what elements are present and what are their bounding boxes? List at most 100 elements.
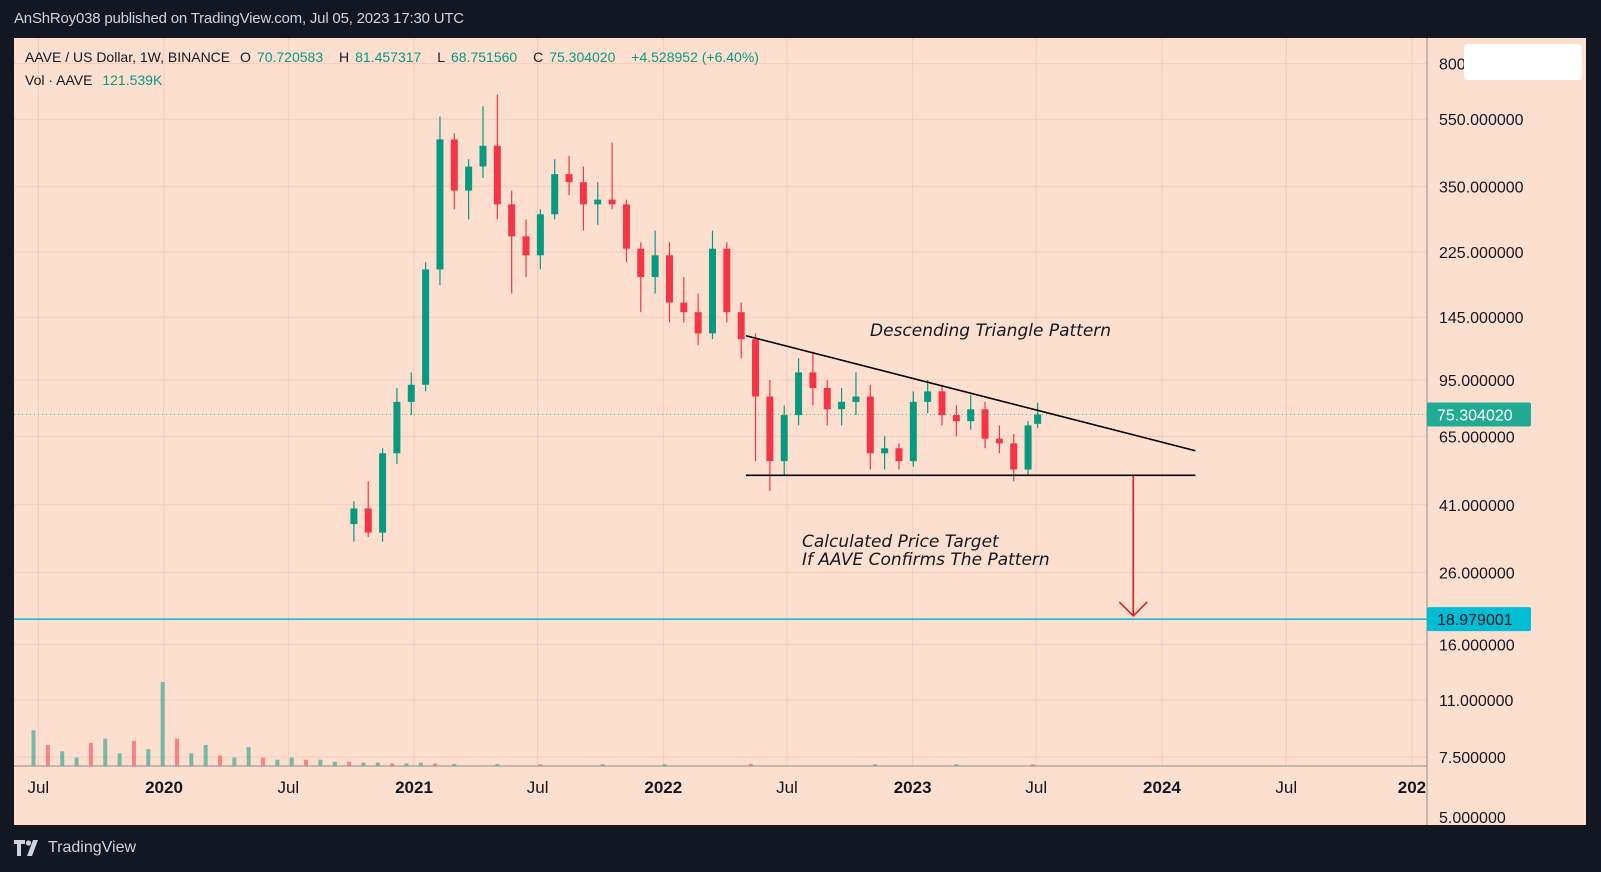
target-price-badge: 18.979001 bbox=[1437, 612, 1513, 629]
candle-body bbox=[637, 248, 645, 278]
volume-bar bbox=[361, 762, 366, 766]
volume-bar bbox=[88, 742, 93, 766]
volume-bar bbox=[748, 763, 753, 766]
volume-bar bbox=[600, 764, 605, 766]
time-tick-label: 2021 bbox=[395, 778, 433, 797]
volume-bar bbox=[390, 763, 395, 766]
candle-body bbox=[838, 401, 846, 410]
volume-bar bbox=[662, 764, 667, 766]
legend-close: 75.304020 bbox=[549, 49, 616, 65]
candle-body bbox=[1034, 414, 1042, 424]
volume-bar bbox=[332, 761, 337, 766]
volume-bar bbox=[954, 764, 959, 766]
legend-row-price: AAVE / US Dollar, 1W, BINANCE O 70.720583… bbox=[25, 49, 759, 65]
price-chart[interactable]: Descending Triangle Pattern Calculated Pr… bbox=[14, 38, 1586, 825]
volume-bar bbox=[404, 763, 409, 766]
volume-bar bbox=[433, 763, 438, 766]
candle-body bbox=[536, 214, 544, 256]
candle-body bbox=[350, 508, 358, 525]
time-tick-label: Jul bbox=[1275, 778, 1297, 797]
candle-body bbox=[823, 388, 831, 410]
scale-settings-box[interactable] bbox=[1464, 44, 1582, 80]
volume-bar bbox=[304, 759, 309, 766]
volume-bar bbox=[246, 747, 251, 766]
volume-bar bbox=[131, 740, 136, 766]
candle-body bbox=[752, 339, 760, 397]
target-price-badge-bg bbox=[1427, 607, 1531, 632]
volume-bar bbox=[452, 763, 457, 766]
current-price-badge-bg bbox=[1427, 402, 1531, 427]
time-tick-label: 202 bbox=[1398, 778, 1426, 797]
candle-body bbox=[967, 409, 975, 422]
candle-body bbox=[852, 396, 860, 402]
time-tick-label: 2020 bbox=[145, 778, 183, 797]
time-tick-label: Jul bbox=[27, 778, 49, 797]
candle-body bbox=[795, 372, 803, 416]
legend-row-volume: Vol · AAVE 121.539K bbox=[25, 69, 765, 92]
candle-body bbox=[938, 391, 946, 416]
candle-body bbox=[565, 174, 573, 183]
price-tick-label: 145.000000 bbox=[1439, 310, 1524, 327]
candles bbox=[350, 94, 1042, 542]
volume-bar bbox=[103, 738, 108, 766]
price-tick-label: 41.000000 bbox=[1439, 498, 1515, 515]
price-tick-label: 65.000000 bbox=[1439, 429, 1515, 446]
volume-bar bbox=[117, 753, 122, 766]
legend-volume-label[interactable]: Vol · AAVE bbox=[25, 72, 93, 88]
legend: AAVE / US Dollar, 1W, BINANCE O 70.720583… bbox=[25, 46, 765, 92]
price-tick-label: 11.000000 bbox=[1439, 693, 1514, 710]
candle-body bbox=[895, 448, 903, 462]
legend-low: 68.751560 bbox=[451, 49, 518, 65]
volume-bar bbox=[218, 755, 223, 766]
price-tick-label: 7.500000 bbox=[1439, 750, 1506, 767]
brand-name: TradingView bbox=[48, 839, 137, 856]
volume-bar bbox=[174, 738, 179, 766]
price-tick-label: 225.000000 bbox=[1439, 245, 1524, 262]
volume-bar bbox=[318, 759, 323, 766]
volume-bar bbox=[203, 745, 208, 766]
drawings: Descending Triangle Pattern Calculated Pr… bbox=[14, 321, 1427, 620]
chart-area[interactable]: Descending Triangle Pattern Calculated Pr… bbox=[14, 38, 1586, 825]
candle-body bbox=[407, 384, 415, 402]
volume-bar bbox=[289, 757, 294, 766]
candle-body bbox=[522, 236, 530, 256]
price-tick-label: 550.000000 bbox=[1439, 112, 1524, 129]
time-tick-label: Jul bbox=[776, 778, 798, 797]
candle-body bbox=[909, 401, 917, 462]
candle-body bbox=[393, 401, 401, 454]
legend-symbol[interactable]: AAVE / US Dollar, 1W, BINANCE bbox=[25, 49, 231, 65]
candle-body bbox=[608, 199, 616, 205]
volume-bar bbox=[261, 757, 266, 766]
time-tick-label: 2022 bbox=[644, 778, 682, 797]
time-tick-label: 2023 bbox=[894, 778, 932, 797]
candle-body bbox=[809, 372, 817, 389]
time-tick-label: 2024 bbox=[1143, 778, 1181, 797]
volume-bar bbox=[495, 763, 500, 766]
axes: 800.000000550.000000350.000000225.000000… bbox=[14, 38, 1531, 825]
candle-body bbox=[450, 139, 458, 191]
target-label-line1: Calculated Price Target bbox=[802, 532, 1000, 552]
candle-body bbox=[508, 204, 516, 237]
volume-bar bbox=[347, 761, 352, 766]
candle-body bbox=[622, 204, 630, 249]
candle-body bbox=[924, 391, 932, 402]
price-tick-label: 5.000000 bbox=[1439, 810, 1506, 825]
volume-bar bbox=[418, 762, 423, 766]
candle-body bbox=[665, 255, 673, 303]
volume-bar bbox=[1030, 764, 1035, 766]
target-label-line2: If AAVE Confirms The Pattern bbox=[802, 550, 1050, 570]
volume-bar bbox=[74, 757, 79, 766]
candle-body bbox=[1010, 443, 1018, 470]
price-tick-label: 95.000000 bbox=[1439, 373, 1515, 390]
volume-bars bbox=[31, 682, 1035, 766]
tradingview-icon bbox=[14, 840, 38, 856]
candle-body bbox=[579, 182, 587, 205]
candle-body bbox=[479, 145, 487, 167]
candle-body bbox=[465, 166, 473, 191]
candle-body bbox=[995, 438, 1003, 444]
candle-body bbox=[1024, 425, 1032, 470]
candle-body bbox=[881, 448, 889, 454]
candle-body bbox=[737, 312, 745, 340]
tradingview-logo[interactable]: TradingView bbox=[14, 839, 136, 857]
legend-volume: 121.539K bbox=[102, 72, 163, 88]
